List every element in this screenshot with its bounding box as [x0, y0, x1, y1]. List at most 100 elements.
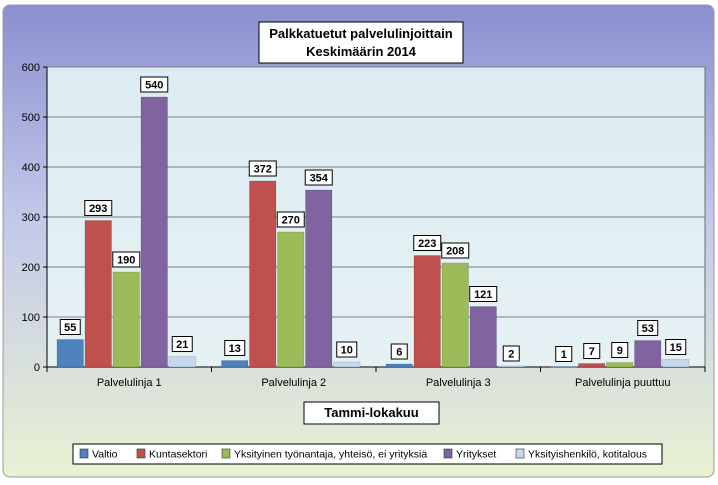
data-label-box [469, 286, 498, 302]
data-label: 121 [469, 286, 498, 302]
x-axis: Palvelulinja 1 Palvelulinja 2 Palvelulinja… [46, 367, 706, 389]
x-tick-label: Palvelulinja 1 [97, 377, 162, 389]
legend-swatch [221, 448, 231, 459]
data-label: 55 [59, 319, 81, 335]
data-label: 6 [390, 343, 408, 360]
data-label: 9 [611, 342, 629, 358]
data-label-box [665, 339, 687, 355]
y-tick-label: 200 [22, 262, 40, 274]
data-label: 21 [171, 336, 193, 352]
bar [112, 271, 140, 368]
data-label-box [502, 345, 520, 362]
x-axis-title-box [303, 401, 440, 425]
data-label: 372 [248, 160, 277, 177]
data-label-text: 121 [474, 289, 492, 301]
legend: Valtio Kuntasektori Yksityinen työnantaja,… [72, 443, 663, 465]
y-tick-label: 0 [34, 362, 40, 374]
x-tick-label: Palvelulinja puuttuu [575, 377, 670, 389]
data-label: 10 [336, 341, 358, 358]
chart-title-line-2: Keskimäärin 2014 [306, 44, 417, 59]
bar [469, 306, 497, 368]
data-label-text: 21 [176, 339, 188, 351]
bar [56, 339, 84, 368]
data-label-text: 13 [229, 343, 241, 355]
bar [168, 356, 196, 368]
data-label-box [171, 336, 193, 352]
data-label-text: 223 [418, 238, 436, 250]
y-tick-label: 100 [22, 312, 40, 324]
data-label-box [140, 76, 169, 93]
legend-swatch [443, 448, 453, 459]
legend-label: Yksityinen työnantaja, yhteisö, ei yrity… [234, 449, 427, 461]
bar [662, 359, 690, 368]
chart-title: Palkkatuetut palvelulinjoittain Keskimää… [258, 21, 464, 64]
data-label-text: 6 [396, 347, 402, 359]
data-label-text: 372 [254, 164, 272, 176]
data-label-box [413, 235, 442, 251]
data-label-box [583, 343, 601, 359]
legend-box [72, 443, 663, 465]
data-label-text: 9 [617, 345, 623, 357]
chart-title-box [258, 21, 464, 64]
bar [385, 363, 413, 368]
legend-item: Yksityinen työnantaja, yhteisö, ei yrity… [221, 448, 427, 461]
data-label-text: 1 [561, 349, 567, 361]
data-label-text: 293 [89, 203, 107, 215]
y-tick-label: 400 [22, 162, 40, 174]
data-label-box [59, 319, 81, 335]
data-label-text: 7 [589, 346, 595, 358]
bar [249, 180, 277, 368]
data-label: 293 [84, 200, 113, 216]
data-label-box [112, 251, 141, 268]
legend-item: Valtio [79, 448, 118, 461]
bars [56, 96, 690, 368]
legend-item: Yritykset [443, 448, 496, 461]
data-label-box [224, 340, 246, 356]
bar [221, 360, 249, 368]
data-label-box [390, 343, 408, 360]
bar [497, 365, 525, 368]
data-label: 53 [637, 320, 659, 336]
bar [441, 262, 469, 368]
data-label: 15 [665, 339, 687, 355]
legend-swatch [79, 448, 89, 459]
data-label-text: 208 [446, 246, 464, 258]
data-label-text: 53 [642, 323, 654, 335]
data-label: 208 [441, 242, 470, 259]
bar [634, 340, 662, 368]
bar [550, 366, 578, 368]
legend-label: Kuntasektori [149, 449, 207, 461]
bar [333, 361, 361, 368]
bar [84, 220, 112, 368]
x-axis-title-text: Tammi-lokakuu [324, 405, 418, 420]
data-label: 540 [140, 76, 169, 93]
legend-item: Yksityishenkilö, kotitalous [515, 449, 647, 461]
data-label-text: 354 [310, 173, 329, 185]
data-label-text: 190 [117, 255, 135, 267]
data-label: 2 [502, 345, 520, 362]
data-label: 7 [583, 343, 601, 359]
data-label: 13 [224, 340, 246, 356]
data-label-text: 2 [508, 349, 514, 361]
x-tick-label: Palvelulinja 3 [426, 377, 491, 389]
y-tick-label: 600 [22, 62, 40, 74]
y-tick-label: 300 [22, 212, 40, 224]
data-label-text: 540 [145, 80, 163, 92]
data-label-box [304, 169, 333, 186]
x-axis-title: Tammi-lokakuu [303, 401, 440, 425]
bar [277, 231, 305, 368]
data-label: 1 [555, 346, 573, 362]
data-label: 270 [276, 211, 305, 228]
data-label: 223 [413, 235, 442, 251]
legend-label: Valtio [92, 449, 118, 461]
bar [140, 96, 168, 368]
data-label-box [555, 346, 573, 362]
data-label: 190 [112, 251, 141, 268]
bar [578, 363, 606, 368]
legend-label: Yritykset [456, 449, 496, 461]
bar [413, 255, 441, 368]
x-tick-label: Palvelulinja 2 [261, 377, 326, 389]
